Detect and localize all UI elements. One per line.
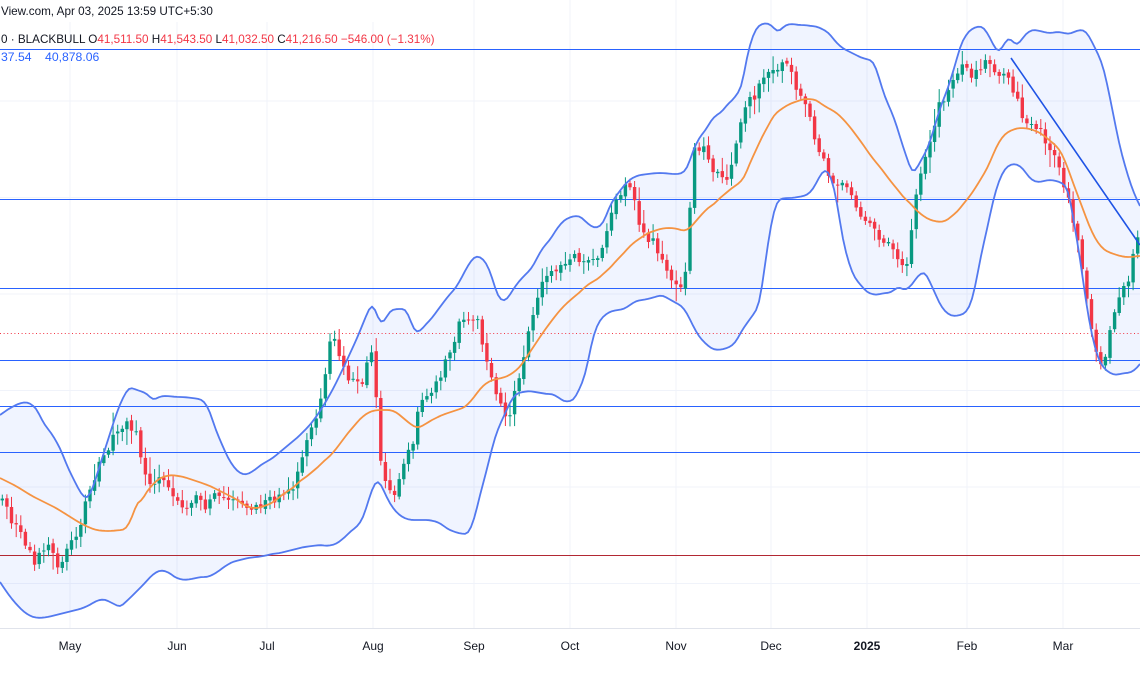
svg-text:37.54 40,878.06: 37.54 40,878.06	[1, 50, 99, 64]
svg-text:View.com, Apr 03, 2025 13:59 U: View.com, Apr 03, 2025 13:59 UTC+5:30	[1, 5, 213, 18]
svg-text:May: May	[59, 639, 82, 653]
svg-text:2025: 2025	[854, 639, 881, 653]
svg-text:Dec: Dec	[760, 639, 781, 653]
svg-text:Feb: Feb	[957, 639, 978, 653]
svg-text:Nov: Nov	[665, 639, 686, 653]
svg-text:Jun: Jun	[167, 639, 186, 653]
svg-text:Oct: Oct	[561, 639, 580, 653]
svg-text:0 · BLACKBULL O41,511.50 H41,: 0 · BLACKBULL O41,511.50 H41,543.50 L41,…	[1, 33, 435, 46]
svg-text:Aug: Aug	[362, 639, 383, 653]
svg-text:Mar: Mar	[1053, 639, 1074, 653]
svg-text:Jul: Jul	[259, 639, 274, 653]
svg-text:Sep: Sep	[463, 639, 485, 653]
